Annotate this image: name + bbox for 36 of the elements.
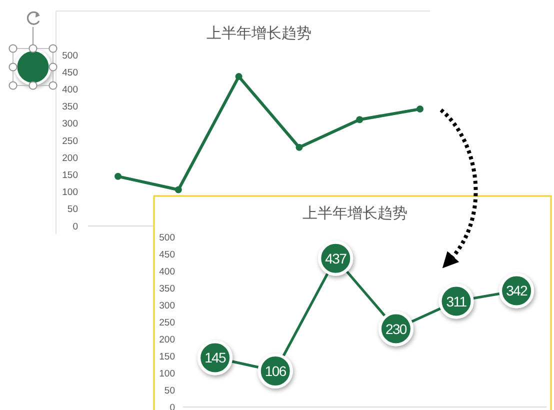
y-tick-label: 400 [62, 84, 78, 96]
y-tick-label: 400 [159, 266, 175, 278]
y-tick-label: 500 [62, 50, 78, 62]
y-tick-label: 300 [159, 300, 175, 312]
y-tick-label: 200 [159, 334, 175, 346]
point [235, 73, 242, 80]
data-label: 230 [385, 320, 408, 337]
y-tick-label: 0 [72, 221, 78, 232]
point [114, 172, 122, 180]
y-tick-label: 500 [159, 232, 175, 244]
data-label: 106 [264, 362, 287, 379]
y-tick-label: 450 [159, 249, 175, 260]
y-tick-label: 100 [62, 187, 78, 198]
point [174, 186, 182, 194]
chart-title: 上半年增长趋势 [206, 25, 312, 42]
y-tick-label: 450 [62, 67, 78, 78]
y-tick-label: 150 [159, 351, 175, 362]
data-label: 342 [506, 282, 528, 299]
point [356, 116, 364, 124]
y-tick-label: 50 [67, 204, 78, 216]
y-tick-label: 250 [62, 136, 78, 147]
y-tick-label: 350 [159, 283, 175, 294]
y-tick-label: 200 [62, 152, 78, 164]
data-label: 311 [446, 293, 468, 310]
y-tick-label: 150 [62, 170, 78, 181]
y-tick-label: 50 [164, 385, 175, 396]
y-tick-label: 0 [170, 402, 175, 410]
point [296, 144, 303, 151]
data-label: 145 [204, 350, 227, 366]
y-tick-label: 100 [159, 368, 175, 380]
chart-title: 上半年增长趋势 [302, 205, 408, 222]
data-label: 437 [325, 250, 348, 266]
point [416, 106, 424, 113]
y-tick-label: 250 [159, 317, 175, 328]
y-tick-label: 300 [62, 118, 78, 130]
y-tick-label: 350 [62, 102, 78, 113]
